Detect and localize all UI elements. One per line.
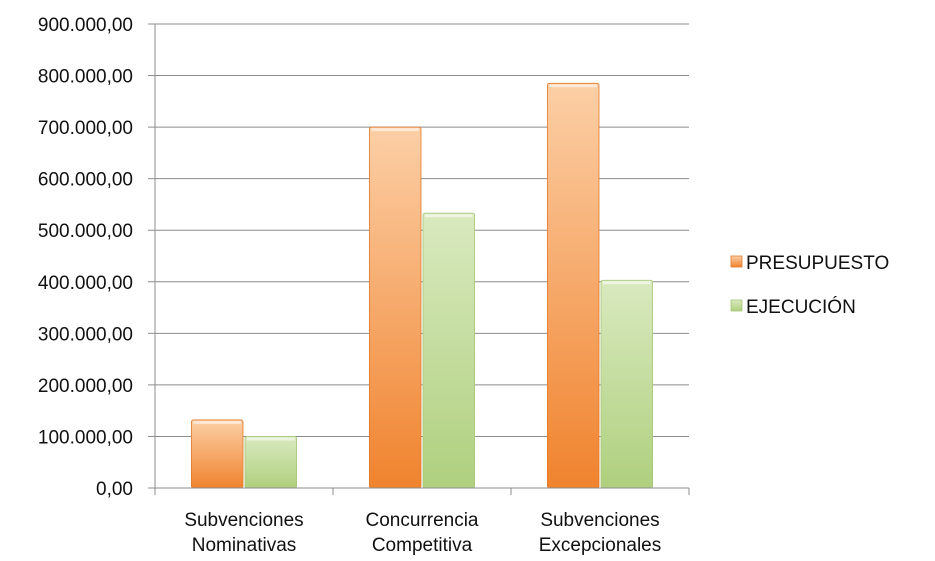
y-axis-tick-labels: 0,00 100.000,00 200.000,00 300.000,00 400.00… (38, 15, 133, 500)
legend-label-ejecucion: EJECUCIÓN (746, 296, 856, 318)
y-tick-label: 600.000,00 (38, 170, 133, 191)
gridlines (155, 23, 689, 437)
x-category-label: Excepcionales (539, 535, 662, 556)
bar-ejecucion (244, 436, 298, 489)
bar-highlight (603, 281, 651, 285)
legend: PRESUPUESTO EJECUCIÓN (730, 253, 889, 318)
axes (148, 23, 690, 495)
bar-highlight (549, 84, 597, 88)
y-tick-label: 900.000,00 (38, 15, 133, 36)
y-tick-label: 500.000,00 (38, 221, 133, 242)
y-tick-label: 100.000,00 (38, 427, 133, 448)
legend-swatch-ejecucion (730, 299, 743, 312)
x-category-label: Subvenciones (540, 510, 659, 531)
y-tick-label: 800.000,00 (38, 67, 133, 88)
y-tick-label: 200.000,00 (38, 376, 133, 397)
legend-swatch-presupuesto (730, 255, 743, 268)
y-tick-label: 400.000,00 (38, 273, 133, 294)
x-category-label: Nominativas (192, 535, 297, 556)
bar-ejecucion (422, 212, 476, 489)
y-tick-label: 300.000,00 (38, 324, 133, 345)
legend-label-presupuesto: PRESUPUESTO (746, 253, 889, 274)
bar-highlight (371, 128, 419, 132)
bar-ejecucion (600, 279, 654, 489)
bar-presupuesto (368, 126, 422, 489)
bar-highlight (193, 420, 241, 424)
x-category-label: Concurrencia (366, 510, 479, 531)
bar-presupuesto (190, 419, 244, 489)
x-category-label: Subvenciones (184, 510, 303, 531)
x-category-label: Competitiva (372, 535, 473, 556)
y-tick-label: 700.000,00 (38, 118, 133, 139)
bar-presupuesto (546, 82, 600, 489)
y-tick-label: 0,00 (96, 479, 133, 500)
x-axis-category-labels: Subvenciones Nominativas Concurrencia Compe… (184, 510, 661, 556)
bar-highlight (247, 437, 295, 441)
bar-highlight (425, 214, 473, 218)
bars (190, 82, 654, 489)
